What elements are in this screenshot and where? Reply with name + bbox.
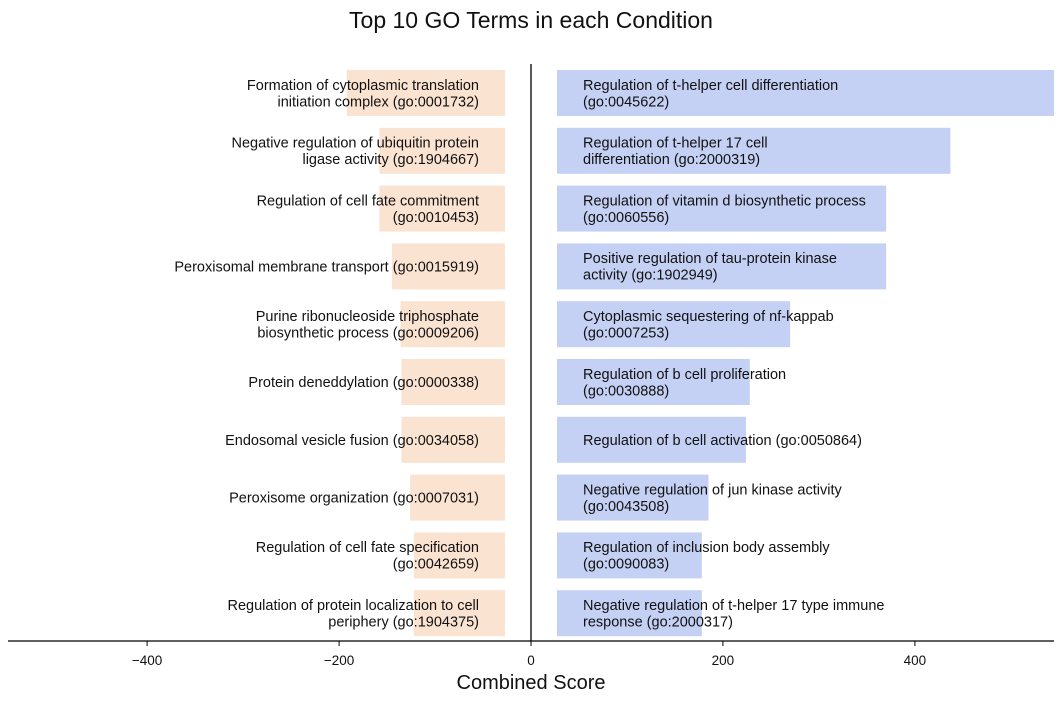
term-label-line: periphery (go:1904375)	[328, 614, 479, 630]
term-label-line: Regulation of inclusion body assembly	[583, 540, 830, 556]
right-bar-6	[557, 359, 750, 405]
term-label-line: initiation complex (go:0001732)	[277, 94, 479, 110]
left-term-label-10: Regulation of protein localization to ce…	[228, 598, 479, 631]
right-term-label-8: Negative regulation of jun kinase activi…	[583, 482, 842, 515]
left-bar-10	[413, 590, 505, 637]
left-term-label-9: Regulation of cell fate specification (go…	[256, 540, 479, 573]
term-label-line: Negative regulation of t-helper 17 type …	[583, 598, 884, 614]
term-label-line: (go:0090083)	[583, 557, 669, 573]
term-label-line: Regulation of t-helper cell differentiat…	[583, 78, 838, 94]
left-term-label-4: Peroxisomal membrane transport (go:00159…	[174, 259, 479, 275]
x-tick-label: −200	[324, 653, 354, 668]
term-label-line: ligase activity (go:1904667)	[302, 152, 479, 168]
term-label-line: Peroxisomal membrane transport (go:00159…	[174, 259, 479, 275]
term-label-line: (go:0010453)	[393, 210, 479, 226]
left-term-label-6: Protein deneddylation (go:0000338)	[248, 375, 479, 391]
term-label-line: Regulation of protein localization to ce…	[228, 598, 479, 614]
chart-title: Top 10 GO Terms in each Condition	[349, 7, 713, 33]
right-term-label-5: Cytoplasmic sequestering of nf-kappab (go…	[583, 309, 834, 342]
right-term-label-9: Regulation of inclusion body assembly (go…	[583, 540, 830, 573]
x-tick-label: −400	[132, 653, 162, 668]
term-label-line: Regulation of cell fate commitment	[257, 193, 479, 209]
left-term-label-3: Regulation of cell fate commitment (go:00…	[257, 193, 479, 226]
right-bar-2	[557, 127, 951, 174]
right-bar-1	[557, 70, 1054, 116]
right-bar-4	[557, 243, 887, 290]
left-bar-2	[379, 127, 505, 174]
right-bar-9	[557, 532, 702, 579]
right-bar-5	[557, 301, 791, 348]
left-bar-7	[401, 416, 505, 463]
right-term-label-3: Regulation of vitamin d biosynthetic pro…	[583, 193, 866, 226]
term-label-line: response (go:2000317)	[583, 614, 733, 630]
left-term-label-1: Formation of cytoplasmic translation init…	[247, 78, 479, 111]
left-bar-9	[413, 532, 505, 579]
left-bar-6	[401, 359, 505, 405]
right-term-label-6: Regulation of b cell proliferation (go:00…	[583, 367, 786, 400]
right-term-label-1: Regulation of t-helper cell differentiat…	[583, 78, 838, 111]
term-label-line: Positive regulation of tau-protein kinas…	[583, 251, 837, 267]
term-label-line: Protein deneddylation (go:0000338)	[248, 375, 479, 391]
term-label-line: (go:0030888)	[583, 383, 669, 399]
left-bar-8	[410, 474, 505, 521]
x-axis-label: Combined Score	[457, 672, 606, 694]
term-label-line: (go:0045622)	[583, 94, 669, 110]
left-bar-4	[391, 243, 505, 290]
term-label-line: Endosomal vesicle fusion (go:0034058)	[225, 433, 479, 449]
term-label-line: Negative regulation of ubiquitin protein	[232, 136, 479, 152]
right-term-label-10: Negative regulation of t-helper 17 type …	[583, 598, 884, 631]
term-label-line: Negative regulation of jun kinase activi…	[583, 482, 842, 498]
term-label-line: (go:0042659)	[393, 557, 479, 573]
left-bar-3	[379, 185, 505, 232]
term-label-line: Regulation of vitamin d biosynthetic pro…	[583, 193, 866, 209]
term-label-line: (go:0043508)	[583, 499, 669, 515]
term-labels-layer: Formation of cytoplasmic translation init…	[174, 78, 884, 631]
term-label-line: (go:0060556)	[583, 210, 669, 226]
term-label-line: Purine ribonucleoside triphosphate	[256, 309, 479, 325]
term-label-line: Regulation of cell fate specification	[256, 540, 479, 556]
left-term-label-8: Peroxisome organization (go:0007031)	[229, 491, 479, 507]
term-label-line: Formation of cytoplasmic translation	[247, 78, 479, 94]
left-bar-1	[346, 70, 505, 116]
right-bar-8	[557, 474, 709, 521]
right-term-label-7: Regulation of b cell activation (go:0050…	[583, 433, 862, 449]
term-label-line: biosynthetic process (go:0009206)	[257, 325, 479, 341]
right-term-label-4: Positive regulation of tau-protein kinas…	[583, 251, 837, 284]
term-label-line: Peroxisome organization (go:0007031)	[229, 491, 479, 507]
term-label-line: (go:0007253)	[583, 325, 669, 341]
bars-layer	[346, 70, 1054, 637]
term-label-line: Regulation of b cell proliferation	[583, 367, 786, 383]
x-tick-label: 0	[527, 653, 535, 668]
x-tick-label: 400	[904, 653, 927, 668]
right-bar-3	[557, 185, 887, 232]
left-bar-5	[400, 301, 505, 348]
x-tick-label: 200	[712, 653, 735, 668]
term-label-line: Regulation of t-helper 17 cell	[583, 136, 768, 152]
term-label-line: activity (go:1902949)	[583, 268, 718, 284]
x-axis-ticks: −400 −200 0 200 400	[132, 641, 926, 668]
left-term-label-2: Negative regulation of ubiquitin protein…	[232, 136, 479, 169]
left-term-label-7: Endosomal vesicle fusion (go:0034058)	[225, 433, 479, 449]
term-label-line: Cytoplasmic sequestering of nf-kappab	[583, 309, 834, 325]
right-term-label-2: Regulation of t-helper 17 cell differenti…	[583, 136, 768, 169]
term-label-line: differentiation (go:2000319)	[583, 152, 760, 168]
term-label-line: Regulation of b cell activation (go:0050…	[583, 433, 862, 449]
left-term-label-5: Purine ribonucleoside triphosphate biosyn…	[256, 309, 479, 342]
right-bar-10	[557, 590, 702, 637]
right-bar-7	[557, 416, 746, 463]
